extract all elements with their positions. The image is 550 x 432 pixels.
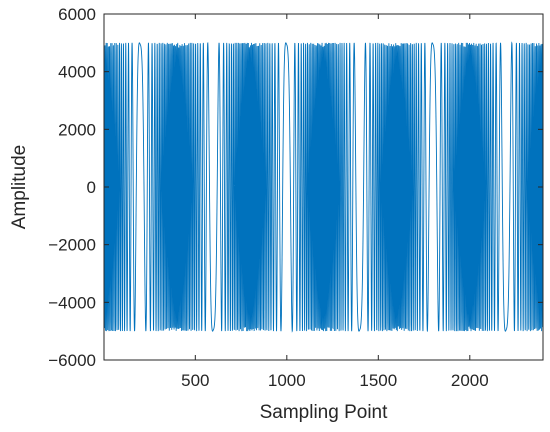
x-tick-label: 1000: [268, 371, 306, 390]
y-tick-label: −2000: [48, 236, 96, 255]
x-axis-label: Sampling Point: [260, 402, 389, 423]
y-tick-label: −4000: [48, 293, 96, 312]
signal-line: [103, 41, 544, 333]
y-tick-label: 6000: [58, 5, 96, 24]
x-axis: 500 1000 1500 2000: [181, 14, 489, 390]
y-axis-label: Amplitude: [9, 145, 30, 230]
y-axis: −6000 −4000 −2000 0 2000 4000 6000: [48, 5, 543, 370]
x-tick-label: 1500: [359, 371, 397, 390]
signal-series: [103, 41, 544, 333]
y-tick-label: −6000: [48, 351, 96, 370]
x-tick-label: 2000: [451, 371, 489, 390]
y-tick-label: 4000: [58, 63, 96, 82]
x-tick-label: 500: [181, 371, 209, 390]
y-tick-label: 2000: [58, 120, 96, 139]
y-tick-label: 0: [87, 178, 96, 197]
